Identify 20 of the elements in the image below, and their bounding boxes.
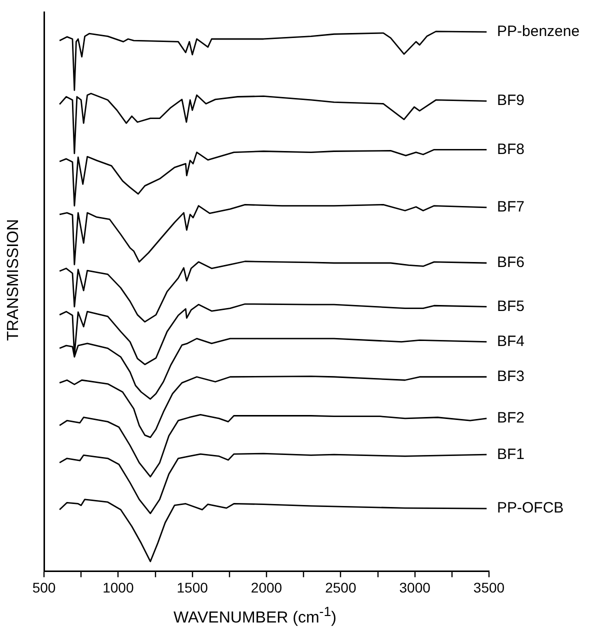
x-tick-label: 1500 [176, 579, 208, 596]
series-label: BF9 [497, 92, 525, 110]
x-tick-label: 2500 [325, 579, 356, 596]
series-label: PP-benzene [497, 23, 580, 40]
x-tick-label: 3500 [473, 579, 505, 596]
series-label: BF6 [497, 254, 525, 272]
x-tick-label: 1000 [102, 579, 134, 596]
series-label: BF2 [497, 410, 525, 427]
series-label: BF5 [497, 298, 525, 315]
series-label: BF8 [497, 140, 525, 158]
x-tick-label: 3000 [399, 579, 431, 596]
series-label: BF4 [497, 332, 525, 350]
x-tick-label: 2000 [250, 579, 282, 596]
y-axis-title: TRANSMISSION [5, 219, 23, 341]
series-label: BF7 [497, 198, 525, 216]
x-tick-label: 500 [32, 579, 56, 596]
series-label: PP-OFCB [497, 500, 564, 517]
series-label: BF1 [497, 446, 525, 463]
series-label: BF3 [497, 368, 525, 386]
x-axis-title: WAVENUMBER (cm$^{-1}$) [172, 604, 338, 628]
